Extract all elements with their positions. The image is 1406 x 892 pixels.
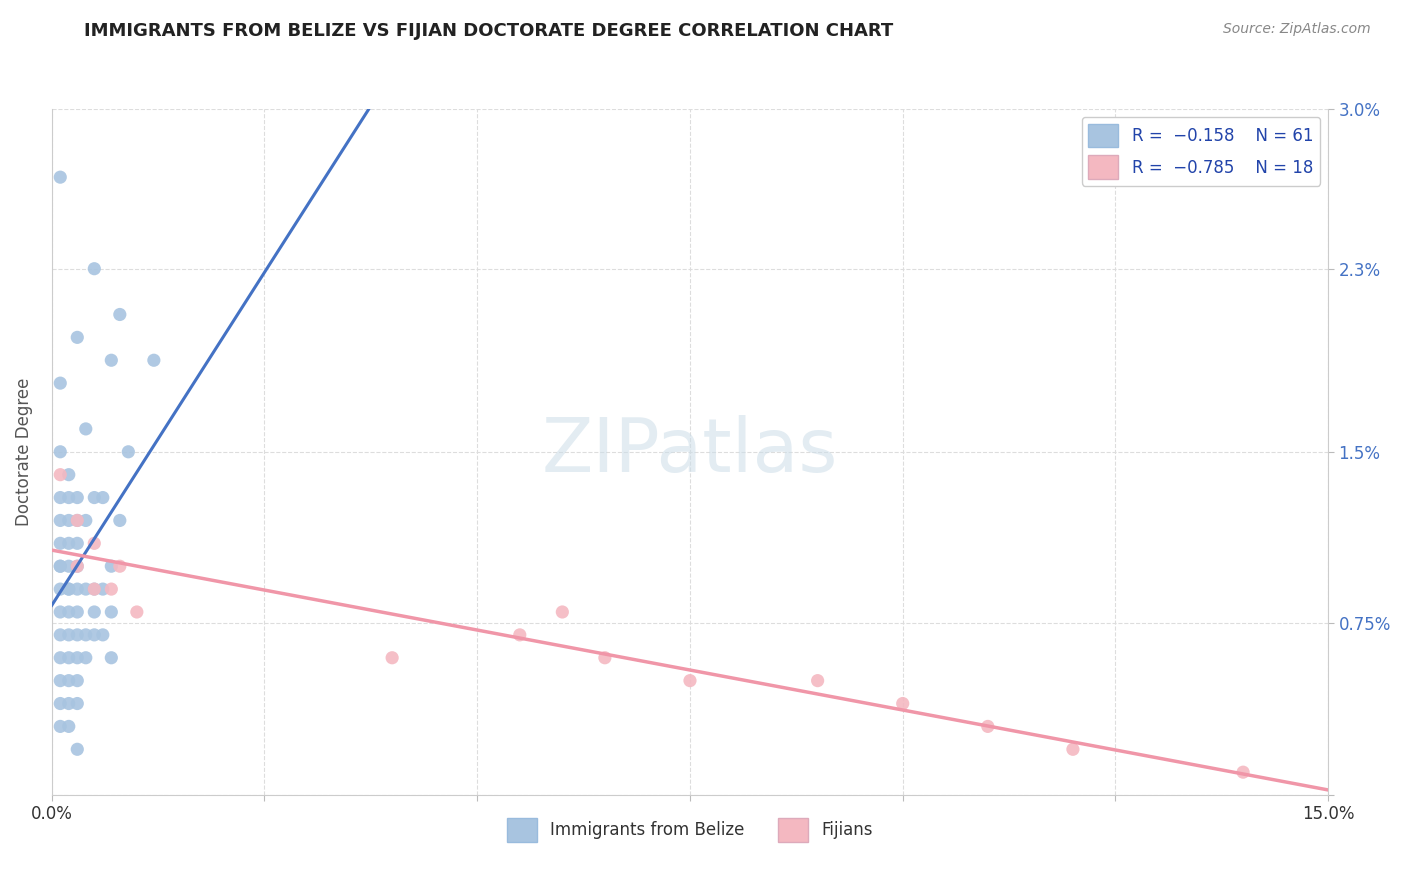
Point	[75, 513, 97, 527]
Point	[125, 605, 148, 619]
Point	[58, 536, 80, 550]
Point	[83, 491, 105, 505]
Point	[75, 582, 97, 596]
Point	[66, 582, 89, 596]
Point	[100, 582, 122, 596]
Point	[75, 628, 97, 642]
Point	[66, 559, 89, 574]
Point	[381, 650, 404, 665]
Point	[117, 444, 139, 458]
Point	[100, 353, 122, 368]
Point	[58, 559, 80, 574]
Text: Source: ZipAtlas.com: Source: ZipAtlas.com	[1223, 22, 1371, 37]
Point	[83, 582, 105, 596]
Point	[83, 582, 105, 596]
Point	[58, 491, 80, 505]
Point	[807, 673, 830, 688]
Point	[83, 261, 105, 276]
Point	[49, 628, 72, 642]
Point	[142, 353, 165, 368]
Point	[58, 513, 80, 527]
Point	[509, 628, 531, 642]
Point	[75, 422, 97, 436]
Point	[58, 650, 80, 665]
Point	[49, 170, 72, 185]
Text: IMMIGRANTS FROM BELIZE VS FIJIAN DOCTORATE DEGREE CORRELATION CHART: IMMIGRANTS FROM BELIZE VS FIJIAN DOCTORA…	[84, 22, 894, 40]
Point	[66, 742, 89, 756]
Point	[49, 719, 72, 733]
Legend: R =  −0.158    N = 61, R =  −0.785    N = 18: R = −0.158 N = 61, R = −0.785 N = 18	[1081, 117, 1320, 186]
Point	[91, 628, 114, 642]
Point	[66, 559, 89, 574]
Point	[83, 605, 105, 619]
Point	[49, 491, 72, 505]
Point	[108, 559, 131, 574]
Point	[58, 673, 80, 688]
Point	[108, 513, 131, 527]
Point	[66, 513, 89, 527]
Point	[100, 605, 122, 619]
Point	[66, 605, 89, 619]
Point	[66, 697, 89, 711]
Point	[91, 582, 114, 596]
Point	[100, 650, 122, 665]
Point	[49, 650, 72, 665]
Point	[83, 536, 105, 550]
Point	[66, 330, 89, 344]
Point	[58, 582, 80, 596]
Point	[108, 308, 131, 322]
Point	[49, 559, 72, 574]
Point	[75, 650, 97, 665]
Point	[551, 605, 574, 619]
Point	[679, 673, 702, 688]
Point	[66, 628, 89, 642]
Point	[49, 673, 72, 688]
Point	[66, 491, 89, 505]
Y-axis label: Doctorate Degree: Doctorate Degree	[15, 377, 32, 526]
Point	[58, 697, 80, 711]
Point	[49, 559, 72, 574]
Point	[58, 719, 80, 733]
Point	[1232, 765, 1254, 780]
Point	[1062, 742, 1084, 756]
Point	[66, 536, 89, 550]
Point	[66, 650, 89, 665]
Point	[66, 513, 89, 527]
Point	[891, 697, 914, 711]
Point	[49, 697, 72, 711]
Point	[977, 719, 1000, 733]
Point	[100, 559, 122, 574]
Point	[58, 628, 80, 642]
Point	[593, 650, 616, 665]
Point	[49, 605, 72, 619]
Point	[58, 467, 80, 482]
Text: ZIPatlas: ZIPatlas	[541, 416, 838, 488]
Point	[49, 444, 72, 458]
Point	[49, 536, 72, 550]
Point	[83, 628, 105, 642]
Point	[49, 582, 72, 596]
Point	[66, 673, 89, 688]
Point	[49, 376, 72, 391]
Point	[49, 513, 72, 527]
Point	[49, 467, 72, 482]
Point	[58, 605, 80, 619]
Point	[91, 491, 114, 505]
Point	[58, 582, 80, 596]
